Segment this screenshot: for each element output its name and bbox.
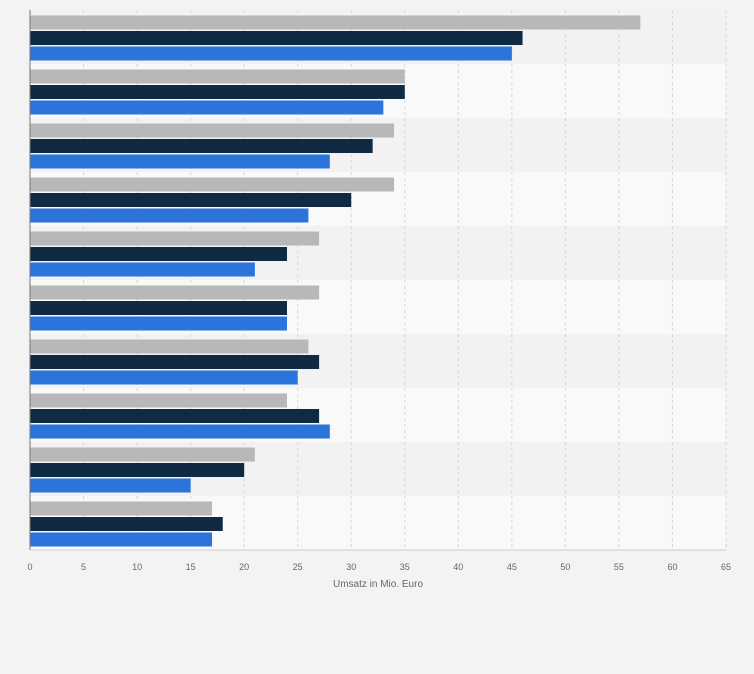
- bar[interactable]: [30, 123, 395, 138]
- bar[interactable]: [30, 393, 287, 408]
- bar[interactable]: [30, 85, 405, 99]
- bar[interactable]: [30, 355, 320, 369]
- bar[interactable]: [30, 339, 309, 354]
- bar[interactable]: [30, 447, 255, 462]
- bar[interactable]: [30, 517, 223, 531]
- x-tick-label: 0: [27, 562, 32, 572]
- bar[interactable]: [30, 316, 287, 331]
- x-tick-labels: 0 5 10 15 20 25 30 35 40 45 50 55 60 65: [27, 562, 731, 572]
- x-tick-label: 55: [614, 562, 624, 572]
- x-axis-label: Umsatz in Mio. Euro: [333, 579, 423, 590]
- bar[interactable]: [30, 208, 309, 223]
- bar[interactable]: [30, 285, 320, 300]
- bar[interactable]: [30, 231, 320, 246]
- bar[interactable]: [30, 478, 191, 493]
- bar[interactable]: [30, 301, 287, 315]
- bar[interactable]: [30, 463, 245, 477]
- bar[interactable]: [30, 424, 330, 439]
- bar[interactable]: [30, 100, 384, 115]
- bar[interactable]: [30, 154, 330, 169]
- x-tick-label: 20: [239, 562, 249, 572]
- grid-lines: [83, 10, 727, 550]
- bar[interactable]: [30, 69, 405, 84]
- bar[interactable]: [30, 15, 641, 30]
- x-tick-label: 10: [132, 562, 142, 572]
- x-tick-label: 65: [721, 562, 731, 572]
- bar[interactable]: [30, 193, 352, 207]
- bar[interactable]: [30, 139, 373, 153]
- bar[interactable]: [30, 262, 255, 277]
- bar[interactable]: [30, 501, 213, 516]
- bars: [30, 15, 641, 547]
- x-tick-label: 35: [400, 562, 410, 572]
- bar[interactable]: [30, 31, 523, 45]
- bar[interactable]: [30, 370, 298, 385]
- x-tick-label: 25: [293, 562, 303, 572]
- x-tick-label: 15: [186, 562, 196, 572]
- bar[interactable]: [30, 409, 320, 423]
- x-tick-label: 5: [81, 562, 86, 572]
- bar[interactable]: [30, 177, 395, 192]
- bar[interactable]: [30, 247, 287, 261]
- bar[interactable]: [30, 46, 512, 61]
- x-tick-label: 30: [346, 562, 356, 572]
- x-tick-label: 40: [453, 562, 463, 572]
- x-tick-label: 50: [560, 562, 570, 572]
- bar[interactable]: [30, 532, 213, 547]
- x-tick-label: 60: [667, 562, 677, 572]
- x-tick-label: 45: [507, 562, 517, 572]
